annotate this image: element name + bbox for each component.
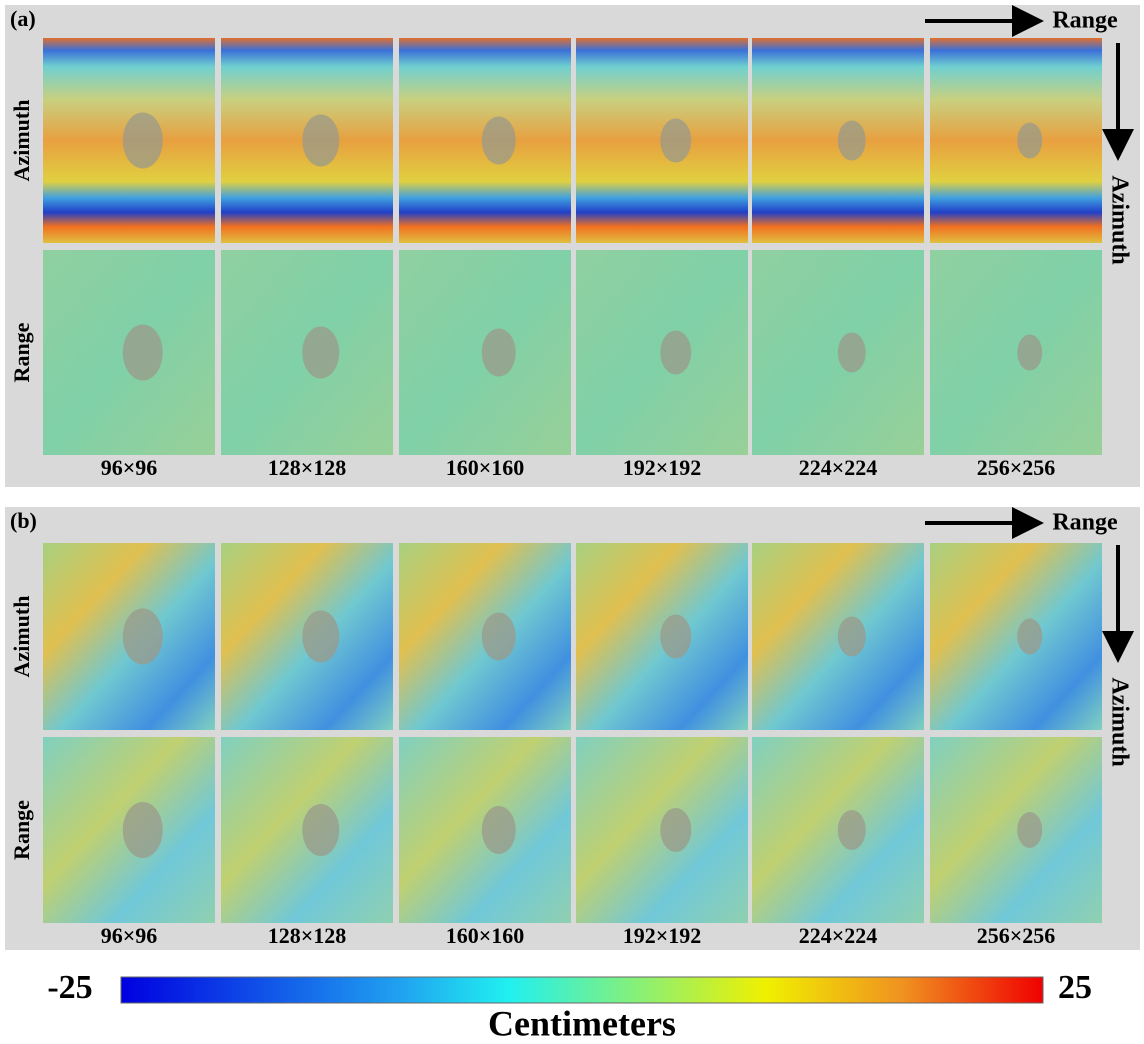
- urban-area: [123, 802, 163, 858]
- urban-area: [1017, 335, 1042, 371]
- panel-label: (a): [10, 6, 36, 31]
- column-label: 128×128: [268, 455, 347, 480]
- urban-area: [838, 617, 866, 657]
- urban-area: [482, 329, 516, 377]
- urban-area: [838, 810, 866, 850]
- urban-area: [123, 609, 163, 665]
- urban-area: [302, 115, 339, 167]
- urban-area: [302, 804, 339, 856]
- column-label: 96×96: [101, 455, 158, 480]
- range-arrow-label: Range: [1052, 8, 1118, 34]
- urban-area: [660, 119, 691, 163]
- colorbar-label: Centimeters: [488, 1003, 676, 1043]
- row-label: Azimuth: [9, 100, 34, 182]
- azimuth-arrow-label: Azimuth: [1106, 677, 1132, 766]
- range-arrow-label: Range: [1052, 510, 1118, 536]
- column-label: 128×128: [268, 923, 347, 948]
- urban-area: [302, 327, 339, 379]
- map-tile: [930, 38, 1102, 243]
- figure: (a) Range Azimuth Azimuth Range 96×96 128×128 1…: [0, 0, 1144, 1044]
- urban-area: [482, 613, 516, 661]
- urban-area: [660, 615, 691, 659]
- column-label: 192×192: [623, 455, 702, 480]
- urban-area: [482, 117, 516, 165]
- colorbar-max: 25: [1058, 969, 1092, 1006]
- urban-area: [660, 331, 691, 375]
- urban-area: [302, 611, 339, 663]
- urban-area: [1017, 619, 1042, 655]
- map-tile: [930, 737, 1102, 923]
- column-label: 96×96: [101, 923, 158, 948]
- column-label: 224×224: [799, 455, 878, 480]
- row-label: Range: [9, 322, 34, 382]
- urban-area: [660, 808, 691, 852]
- column-label: 160×160: [446, 923, 525, 948]
- urban-area: [482, 806, 516, 854]
- urban-area: [1017, 812, 1042, 848]
- map-tile: [930, 250, 1102, 455]
- urban-area: [838, 333, 866, 373]
- azimuth-arrow-label: Azimuth: [1106, 175, 1132, 264]
- column-label: 256×256: [977, 923, 1056, 948]
- urban-area: [838, 121, 866, 161]
- column-label: 224×224: [799, 923, 878, 948]
- panel-label: (b): [10, 508, 37, 533]
- row-label: Azimuth: [9, 596, 34, 678]
- urban-area: [1017, 123, 1042, 159]
- colorbar: [121, 977, 1043, 1003]
- column-label: 192×192: [623, 923, 702, 948]
- urban-area: [123, 113, 163, 169]
- column-label: 160×160: [446, 455, 525, 480]
- column-label: 256×256: [977, 455, 1056, 480]
- urban-area: [123, 325, 163, 381]
- map-tile: [930, 543, 1102, 730]
- row-label: Range: [9, 800, 34, 860]
- colorbar-min: -25: [47, 969, 92, 1006]
